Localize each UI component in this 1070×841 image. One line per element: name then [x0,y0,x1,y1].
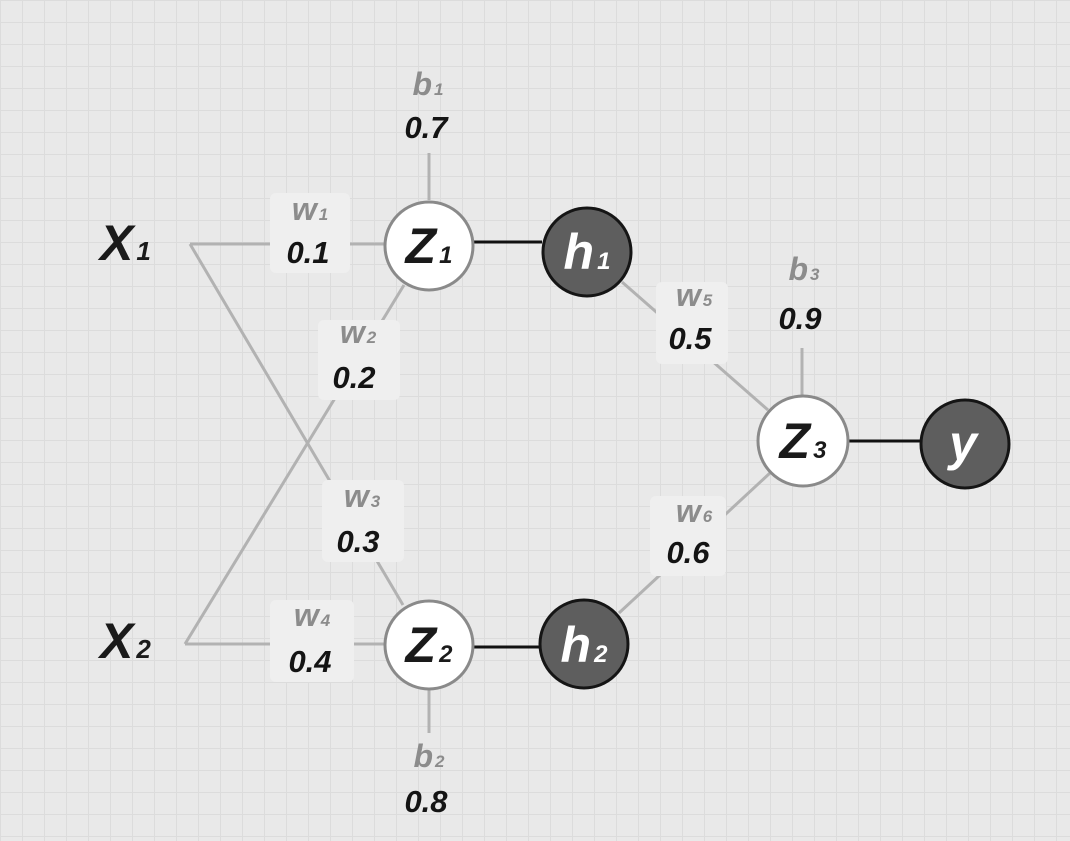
weight-w2-value: 0.2 [332,360,375,395]
node-h2 [538,598,630,690]
weight-w3-value: 0.3 [336,524,379,559]
node-y-label: y [946,415,979,471]
node-h1 [541,206,633,298]
weight-w6-value: 0.6 [666,535,710,570]
node-y [919,398,1011,490]
weight-w1-value: 0.1 [286,235,329,270]
node-z2 [383,599,475,691]
node-z1 [383,200,475,292]
label-backgrounds [270,193,728,682]
nodes [383,200,1011,691]
bias-b2-value: 0.8 [404,784,448,819]
weight-w5-value: 0.5 [668,321,712,356]
node-z3 [756,394,850,488]
weight-w4-value: 0.4 [288,644,331,679]
bias-b3-value: 0.9 [778,301,822,336]
bias-b1-value: 0.7 [404,110,449,145]
